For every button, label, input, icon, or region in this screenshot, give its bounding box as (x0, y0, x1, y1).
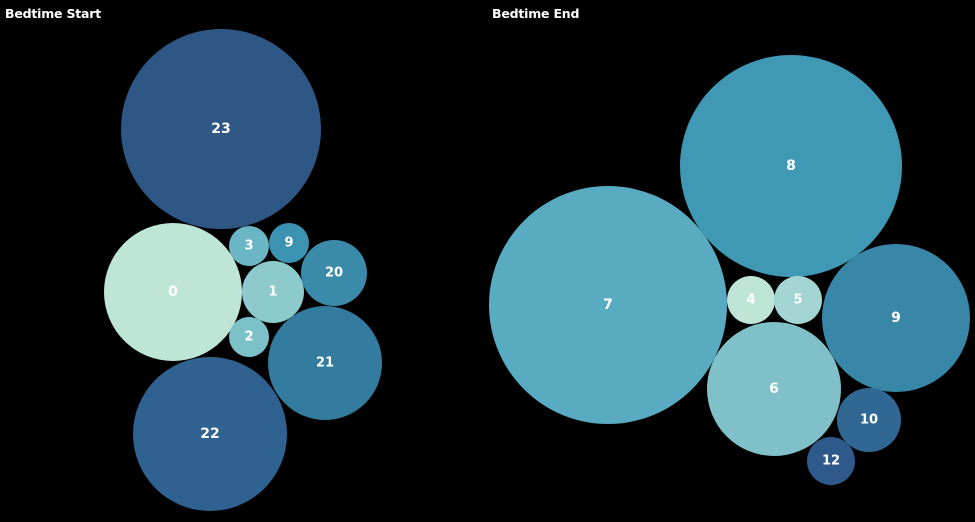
bedtime-start-panel: 23 0 22 21 20 1 3 9 2 (104, 29, 382, 511)
bedtime-end-bubble-6[interactable] (707, 322, 841, 456)
bedtime-end-bubble-label-6: 6 (769, 381, 779, 397)
bedtime-end-bubble-10[interactable] (837, 388, 901, 452)
bedtime-start-bubble-label-9: 9 (284, 236, 293, 251)
bedtime-start-bubble-20[interactable] (301, 240, 367, 306)
bedtime-end-bubble-label-8: 8 (786, 158, 796, 174)
bedtime-end-bubble-9[interactable] (822, 244, 970, 392)
bedtime-end-bubble-label-12: 12 (822, 454, 840, 469)
bedtime-start-bubble-0[interactable] (104, 223, 242, 361)
bedtime-start-bubble-21[interactable] (268, 306, 382, 420)
bedtime-start-bubble-23[interactable] (121, 29, 321, 229)
bedtime-end-bubble-label-10: 10 (860, 413, 878, 428)
bedtime-start-bubble-1[interactable] (242, 261, 304, 323)
bedtime-end-bubble-8[interactable] (680, 55, 902, 277)
bedtime-end-bubble-4[interactable] (727, 276, 775, 324)
bedtime-start-bubble-9[interactable] (269, 223, 309, 263)
bedtime-end-bubble-5[interactable] (774, 276, 822, 324)
bedtime-start-bubble-label-21: 21 (316, 356, 334, 371)
bedtime-end-bubble-label-7: 7 (603, 297, 613, 313)
bedtime-end-title: Bedtime End (492, 6, 580, 21)
bedtime-start-bubble-label-23: 23 (211, 121, 230, 137)
bedtime-end-bubble-12[interactable] (807, 437, 855, 485)
bedtime-start-bubble-2[interactable] (229, 317, 269, 357)
bedtime-end-panel: 7 8 9 6 10 12 4 5 (489, 55, 970, 485)
bedtime-start-bubble-label-22: 22 (200, 426, 219, 442)
bedtime-end-bubble-7[interactable] (489, 186, 727, 424)
bedtime-end-bubble-label-5: 5 (793, 293, 802, 308)
bedtime-start-bubble-label-0: 0 (168, 284, 178, 300)
bedtime-end-bubble-label-9: 9 (891, 310, 901, 326)
bedtime-start-bubble-3[interactable] (229, 226, 269, 266)
bedtime-start-bubble-22[interactable] (133, 357, 287, 511)
bedtime-start-bubble-label-2: 2 (244, 330, 253, 345)
bedtime-start-bubble-label-3: 3 (244, 239, 253, 254)
bedtime-start-bubble-label-1: 1 (268, 285, 277, 300)
bedtime-start-title: Bedtime Start (5, 6, 102, 21)
bedtime-start-bubble-label-20: 20 (325, 266, 343, 281)
bedtime-end-bubble-label-4: 4 (746, 293, 755, 308)
